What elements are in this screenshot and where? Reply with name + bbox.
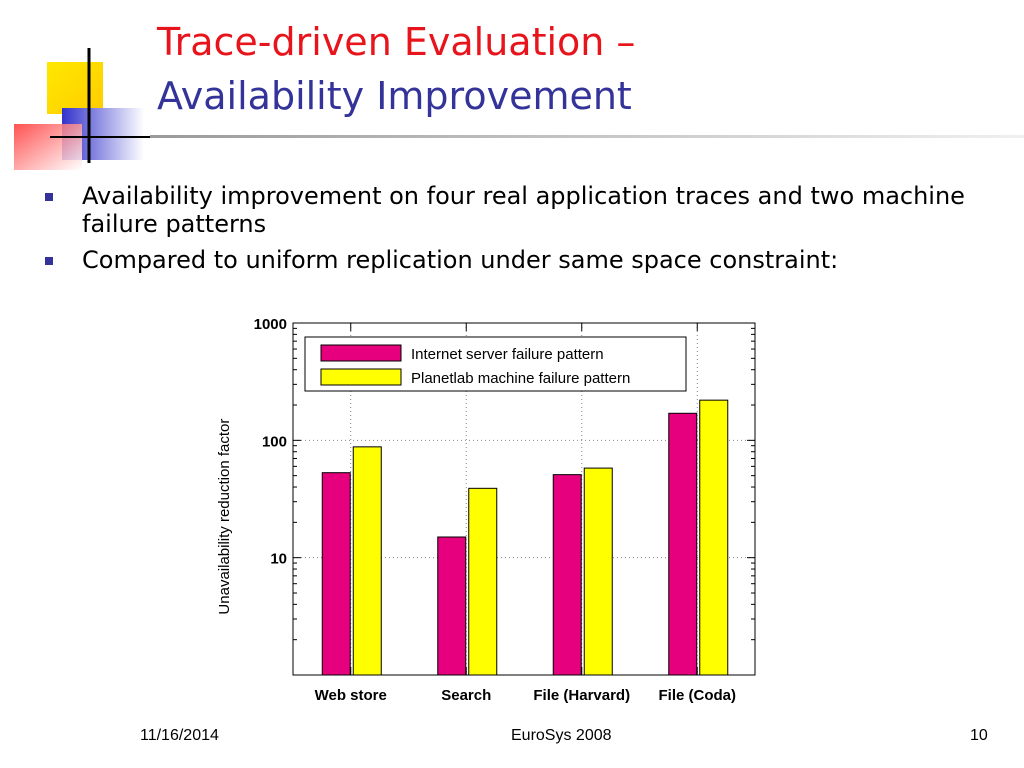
legend-label: Internet server failure pattern <box>411 346 604 363</box>
legend-swatch <box>320 344 402 362</box>
bar-planetlab-1 <box>468 487 498 676</box>
legend-swatch <box>320 368 402 386</box>
bar-internet-1 <box>437 536 467 676</box>
legend-label: Planetlab machine failure pattern <box>411 370 630 387</box>
x-tick-label: Web store <box>315 687 387 704</box>
y-tick-label: 1000 <box>254 316 287 333</box>
bar-chart: 10 100 1000 Web store Search File (Harvard) Fi… <box>216 316 756 704</box>
bar-internet-2 <box>552 474 582 676</box>
bullet-item: Compared to uniform replication under sa… <box>40 246 1000 274</box>
y-tick-label: 10 <box>270 551 287 568</box>
bullet-marker <box>45 193 53 201</box>
slide-title-line2: Availability Improvement <box>157 74 632 118</box>
bar-planetlab-0 <box>352 446 382 676</box>
bullet-item: Availability improvement on four real ap… <box>40 182 1000 238</box>
x-tick-label: File (Coda) <box>659 687 737 704</box>
footer-date: 11/16/2014 <box>140 727 219 744</box>
x-tick-label: Search <box>441 687 491 704</box>
y-axis-label: Unavailability reduction factor <box>216 419 233 615</box>
bar-planetlab-2 <box>583 467 613 676</box>
chart-container: 10 100 1000 Web store Search File (Harvard) Fi… <box>200 305 770 715</box>
bullet-list: Availability improvement on four real ap… <box>40 182 1000 282</box>
footer-venue: EuroSys 2008 <box>511 727 612 744</box>
bullet-text: Compared to uniform replication under sa… <box>82 246 839 274</box>
bullet-marker <box>45 257 53 265</box>
bar-planetlab-3 <box>699 399 729 676</box>
plot-frame <box>292 322 756 676</box>
x-tick-label: File (Harvard) <box>533 687 630 704</box>
bar-internet-0 <box>321 472 351 676</box>
title-underline <box>150 135 1024 138</box>
slide-logo <box>14 48 150 170</box>
y-tick-label: 100 <box>262 433 287 450</box>
footer-page-number: 10 <box>970 727 988 744</box>
slide-title-line1: Trace-driven Evaluation – <box>157 20 636 64</box>
bullet-text: Availability improvement on four real ap… <box>82 182 965 238</box>
bar-internet-3 <box>668 412 698 676</box>
